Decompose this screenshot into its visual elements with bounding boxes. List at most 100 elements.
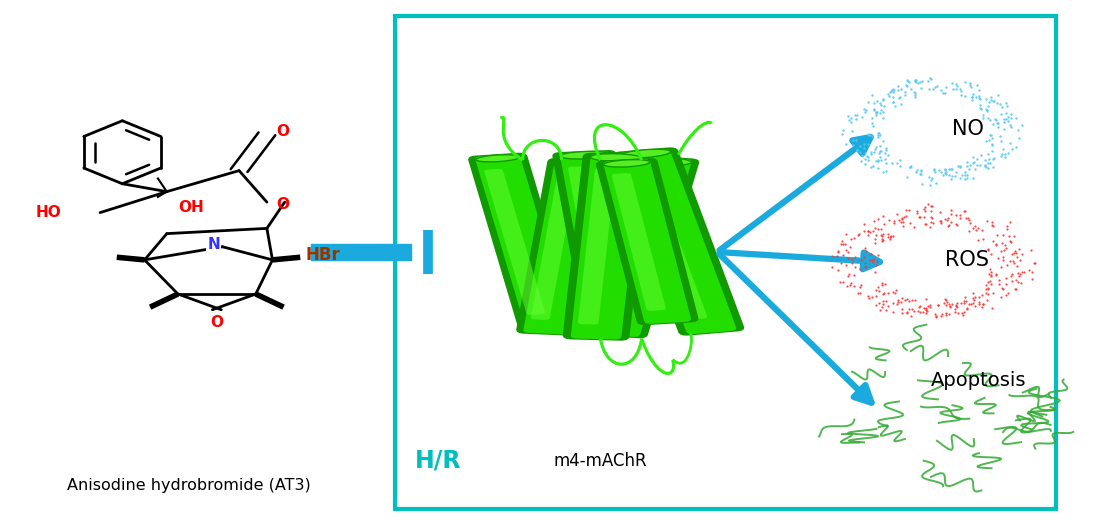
Point xyxy=(963,92,981,101)
Point xyxy=(1005,259,1023,267)
Point xyxy=(979,245,996,254)
Point xyxy=(840,112,857,120)
Point xyxy=(977,105,995,113)
Point xyxy=(875,101,893,110)
Point xyxy=(873,232,891,240)
Point xyxy=(916,220,934,228)
Point xyxy=(983,140,1001,149)
Point xyxy=(877,297,895,305)
Point xyxy=(893,305,911,313)
Point xyxy=(981,159,999,167)
Point xyxy=(983,279,1001,288)
Point xyxy=(1013,121,1031,129)
Point xyxy=(865,105,883,113)
Point xyxy=(953,299,971,307)
Point xyxy=(1003,145,1021,153)
FancyBboxPatch shape xyxy=(395,16,1056,509)
Point xyxy=(865,106,883,114)
Point xyxy=(972,104,990,112)
Text: HBr: HBr xyxy=(305,246,340,264)
Point xyxy=(960,214,977,222)
Point xyxy=(833,237,851,246)
Point xyxy=(949,82,966,90)
Point xyxy=(924,85,942,93)
Point xyxy=(837,229,855,238)
Point xyxy=(901,206,919,214)
Point xyxy=(834,250,852,259)
Point xyxy=(1000,112,1017,121)
Text: OH: OH xyxy=(178,200,203,215)
Point xyxy=(971,91,989,100)
Point xyxy=(1010,245,1027,254)
Point xyxy=(921,301,939,310)
Point xyxy=(976,156,994,164)
Point xyxy=(947,211,965,219)
Point xyxy=(953,171,971,180)
Point xyxy=(992,262,1010,271)
Point xyxy=(920,200,937,208)
Point xyxy=(896,88,914,96)
Point xyxy=(925,165,943,174)
Point xyxy=(863,90,881,99)
Point xyxy=(954,311,972,319)
Point xyxy=(934,89,952,97)
Point xyxy=(979,290,996,298)
Point xyxy=(884,307,902,316)
Point xyxy=(957,162,975,170)
Point xyxy=(865,148,883,156)
Point xyxy=(955,296,973,304)
Ellipse shape xyxy=(604,160,649,167)
Point xyxy=(842,118,860,126)
Point xyxy=(979,159,996,167)
Point xyxy=(986,239,1004,248)
Point xyxy=(884,97,902,106)
Point xyxy=(867,109,885,117)
Point xyxy=(942,175,960,184)
Point xyxy=(979,284,996,292)
Point xyxy=(856,108,874,117)
Point xyxy=(926,310,944,318)
Point xyxy=(1003,277,1021,286)
Point xyxy=(981,155,999,163)
Point xyxy=(883,86,901,94)
Point xyxy=(911,302,929,311)
Point xyxy=(981,116,999,124)
Point xyxy=(840,116,857,124)
Point xyxy=(984,237,1002,245)
Point xyxy=(977,217,995,225)
Point xyxy=(873,302,891,311)
Point xyxy=(872,155,890,164)
Point xyxy=(880,151,897,159)
Point xyxy=(992,110,1010,118)
Point xyxy=(887,300,905,308)
Point xyxy=(931,217,949,225)
Point xyxy=(952,174,970,182)
Point xyxy=(903,304,921,313)
Point xyxy=(847,136,865,144)
Point xyxy=(929,301,946,309)
Point xyxy=(846,115,864,123)
Point xyxy=(923,207,941,215)
Point xyxy=(961,227,979,236)
Point xyxy=(1007,114,1025,122)
Point xyxy=(932,168,950,176)
Point xyxy=(937,216,955,224)
Point xyxy=(939,222,956,230)
Point xyxy=(936,165,954,173)
Point xyxy=(898,309,916,318)
Point xyxy=(845,282,863,291)
Point xyxy=(952,163,970,172)
Point xyxy=(946,308,964,316)
Point xyxy=(911,78,929,87)
Point xyxy=(868,155,886,164)
Point xyxy=(946,172,964,180)
Point xyxy=(857,151,875,160)
Point xyxy=(922,181,940,190)
Point xyxy=(874,114,892,122)
Point xyxy=(964,90,982,99)
Point xyxy=(976,162,994,170)
FancyBboxPatch shape xyxy=(613,148,744,335)
Point xyxy=(912,213,930,222)
Point xyxy=(1004,232,1022,240)
Point xyxy=(919,77,936,85)
